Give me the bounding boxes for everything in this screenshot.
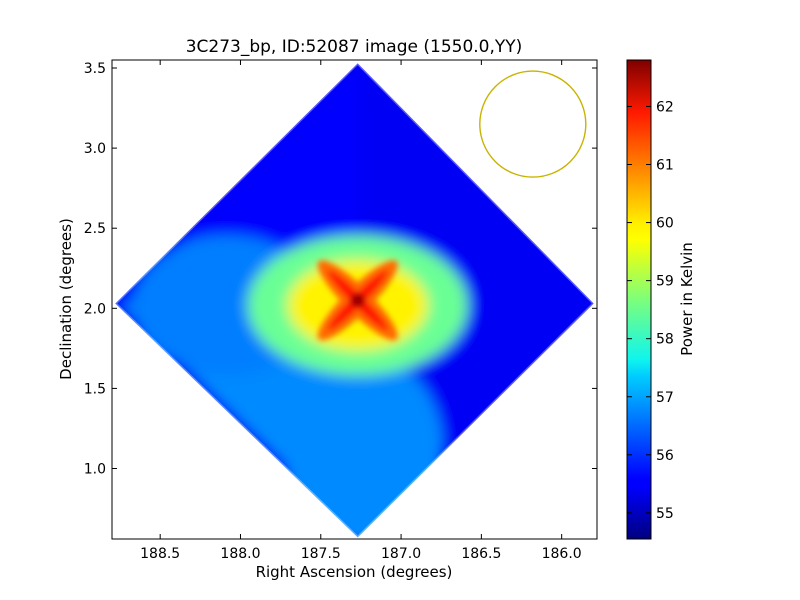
x-tick-label: 187.0 xyxy=(381,546,421,562)
region-south-lobe xyxy=(282,353,443,538)
y-axis: 1.0 1.5 2.0 2.5 3.0 3.5 xyxy=(84,61,597,478)
x-tick-label: 186.5 xyxy=(461,546,501,562)
heatmap-image xyxy=(113,61,596,540)
x-tick-label: 188.5 xyxy=(140,546,180,562)
x-axis: 188.5 188.0 187.5 187.0 186.5 186.0 xyxy=(140,60,582,562)
y-tick-label: 1.0 xyxy=(84,462,106,478)
y-tick-label: 2.5 xyxy=(84,221,106,237)
region-north xyxy=(115,63,358,304)
colorbar-tick-label: 60 xyxy=(656,216,674,232)
beam-circle xyxy=(479,70,587,178)
colorbar-tick-label: 59 xyxy=(656,274,674,290)
colorbar-tick-label: 61 xyxy=(656,158,674,174)
colorbar xyxy=(626,59,652,540)
y-tick-label: 3.0 xyxy=(84,141,106,157)
footprint-edge xyxy=(113,61,596,540)
y-tick-label: 3.5 xyxy=(84,61,106,77)
colorbar-tick-label: 62 xyxy=(656,99,674,115)
x-tick-label: 188.0 xyxy=(220,546,260,562)
colorbar-label: Power in Kelvin xyxy=(678,242,696,356)
colorbar-tick-label: 56 xyxy=(656,448,674,464)
colorbar-tick-label: 57 xyxy=(656,390,674,406)
region-east xyxy=(357,63,594,304)
central-cross xyxy=(317,260,398,341)
y-tick-label: 1.5 xyxy=(84,381,106,397)
y-axis-label: Declination (degrees) xyxy=(57,218,75,380)
plot-frame xyxy=(111,59,598,540)
chart-title: 3C273_bp, ID:52087 image (1550.0,YY) xyxy=(186,37,523,57)
colorbar-tick-label: 58 xyxy=(656,332,674,348)
peak-spot xyxy=(350,293,365,308)
colorbar-axis: 55 56 57 58 59 60 61 62 xyxy=(627,99,674,522)
y-tick-label: 2.0 xyxy=(84,301,106,317)
x-tick-label: 187.5 xyxy=(301,546,341,562)
heatmap-fill xyxy=(115,63,594,538)
colorbar-tick-label: 55 xyxy=(656,506,674,522)
x-tick-label: 186.0 xyxy=(542,546,582,562)
x-axis-label: Right Ascension (degrees) xyxy=(256,563,453,581)
